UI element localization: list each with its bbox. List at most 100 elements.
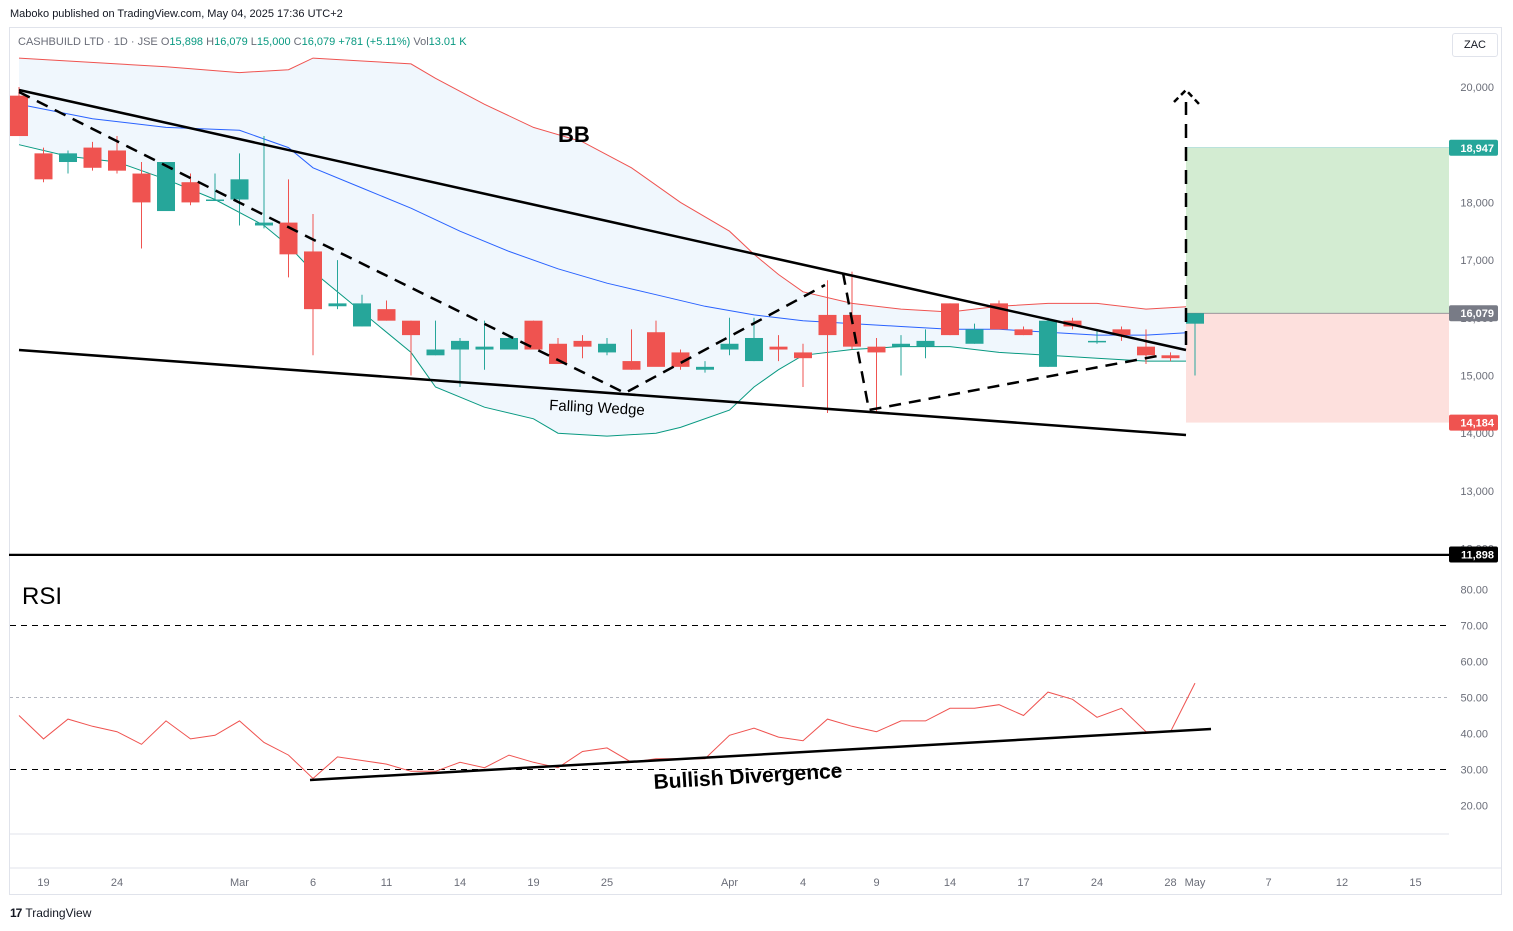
bb-annotation: BB — [558, 122, 590, 147]
rsi-line — [18, 682, 1196, 780]
price-badge-bg — [1449, 305, 1498, 322]
legend-low-label: L — [250, 36, 257, 48]
candle — [671, 349, 690, 370]
candle — [696, 361, 714, 373]
rsi-tick-label: 20.00 — [1460, 801, 1488, 813]
price-tick-label: 15,000 — [1460, 371, 1494, 383]
candle-body — [745, 337, 763, 362]
legend-high-label: H — [206, 36, 215, 48]
legend-low: 15,000 — [256, 36, 291, 48]
candle-body — [1088, 340, 1106, 343]
price-tick-label: 18,000 — [1460, 197, 1494, 209]
candle-body — [500, 337, 518, 350]
wedge-lower-trendline — [18, 348, 1187, 437]
time-tick-label: 19 — [527, 877, 539, 889]
candle — [10, 87, 28, 137]
candle — [867, 337, 886, 414]
breakout-arrow-icon — [1173, 88, 1200, 105]
candle-body — [916, 340, 935, 347]
candle — [622, 329, 641, 370]
candle — [1161, 352, 1180, 362]
candle-body — [524, 320, 543, 350]
time-tick-label: 9 — [873, 877, 879, 889]
candle-body — [181, 182, 200, 203]
candle — [34, 147, 53, 183]
time-tick-label: 12 — [1336, 877, 1348, 889]
candle — [59, 150, 77, 174]
price-badge-label: 16,079 — [1460, 308, 1494, 320]
legend-vol-label: Vol — [413, 36, 429, 48]
candle-body — [671, 352, 690, 367]
candle-body — [475, 346, 494, 350]
candle-body — [867, 346, 886, 353]
time-tick-label: 4 — [800, 877, 806, 889]
price-badge-label: 18,947 — [1460, 143, 1494, 155]
price-badge: 14,184 — [1449, 414, 1498, 431]
legend-open-label: O — [160, 36, 170, 48]
candle — [1039, 317, 1057, 367]
time-tick-label: 24 — [111, 877, 123, 889]
candle-body — [965, 329, 984, 344]
currency-button[interactable]: ZAC — [1452, 33, 1498, 57]
time-tick-label: 14 — [944, 877, 956, 889]
candle — [573, 335, 592, 359]
candle — [892, 335, 910, 376]
price-tick-label: 13,000 — [1460, 486, 1494, 498]
time-tick-label: May — [1185, 877, 1206, 889]
candle-body — [402, 320, 420, 336]
candle-body — [941, 303, 959, 336]
candle-body — [1186, 313, 1204, 324]
pattern-dashed-up — [841, 272, 1164, 412]
candle-body — [769, 346, 788, 350]
candle-body — [426, 349, 445, 356]
time-tick-label: 17 — [1017, 877, 1029, 889]
rsi-tick-label: 50.00 — [1460, 693, 1488, 705]
candle — [818, 280, 837, 414]
candle — [255, 136, 273, 229]
candle — [647, 320, 665, 367]
candle — [157, 162, 175, 212]
rsi-tick-label: 60.00 — [1460, 657, 1488, 669]
price-tick-label: 20,000 — [1460, 82, 1494, 94]
candle-body — [377, 309, 396, 321]
candle-body — [328, 303, 347, 307]
price-badge: 11,898 — [1449, 546, 1498, 563]
time-tick-label: 15 — [1409, 877, 1421, 889]
candle-body — [1112, 329, 1131, 336]
candle — [769, 335, 788, 362]
candle-body — [794, 352, 812, 359]
rsi-tick-label: 80.00 — [1460, 585, 1488, 597]
price-badge-bg — [1449, 546, 1498, 563]
time-tick-label: 28 — [1164, 877, 1176, 889]
rsi-label: RSI — [22, 583, 62, 610]
candle — [941, 303, 959, 336]
falling-wedge-label: Falling Wedge — [549, 397, 645, 419]
time-tick-label: 11 — [381, 877, 392, 889]
price-tick-label: 14,000 — [1460, 428, 1494, 440]
candle — [598, 337, 616, 356]
rsi-tick-label: 40.00 — [1460, 729, 1488, 741]
pattern-dashed-down — [18, 90, 826, 395]
legend-change: +781 (+5.11%) — [338, 36, 411, 48]
legend-close: 16,079 — [301, 36, 336, 48]
legend-close-label: C — [293, 36, 302, 48]
rsi-tick-label: 70.00 — [1460, 621, 1488, 633]
chart-frame — [9, 27, 1502, 895]
legend-open: 15,898 — [169, 36, 204, 48]
legend-vol: 13.01 K — [428, 36, 467, 48]
candle — [353, 294, 371, 327]
candle-body — [108, 150, 126, 171]
tradingview-logo-icon: 17 — [10, 906, 22, 920]
rsi-tick-label: 30.00 — [1460, 765, 1488, 777]
candle — [328, 260, 347, 310]
stop-zone — [1186, 313, 1449, 423]
time-tick-label: 24 — [1091, 877, 1103, 889]
candle-body — [206, 199, 224, 202]
time-tick-label: 25 — [601, 877, 613, 889]
candle-body — [83, 147, 102, 168]
time-tick-label: 14 — [454, 877, 466, 889]
candle-body — [598, 343, 616, 353]
price-badge-bg — [1449, 414, 1498, 431]
candle — [451, 337, 469, 388]
